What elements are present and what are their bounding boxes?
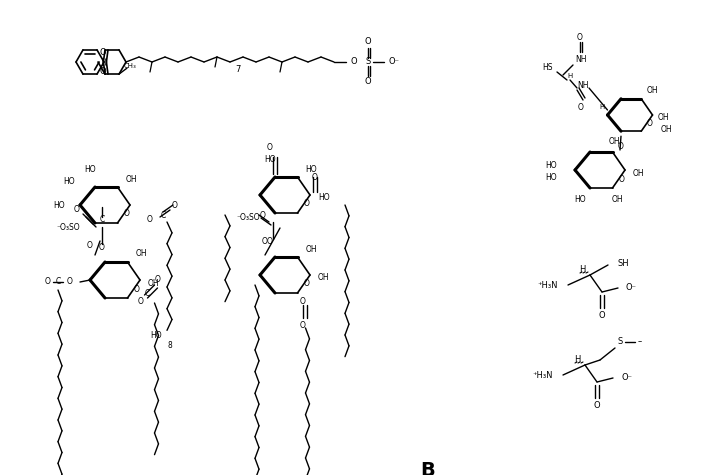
Text: OH: OH <box>136 249 147 258</box>
Text: O: O <box>577 34 583 42</box>
Text: –: – <box>638 338 642 346</box>
Text: OH: OH <box>609 137 620 146</box>
Text: O: O <box>87 240 93 249</box>
Text: O: O <box>578 104 584 113</box>
Text: ⁻O₃SO: ⁻O₃SO <box>57 224 80 232</box>
Text: OH: OH <box>305 245 317 254</box>
Text: NH: NH <box>575 56 587 65</box>
Text: HS: HS <box>543 64 553 73</box>
Text: O: O <box>74 206 80 215</box>
Text: O: O <box>647 119 653 128</box>
Text: O: O <box>134 285 140 294</box>
Text: H: H <box>567 73 573 79</box>
Text: HO: HO <box>574 196 586 205</box>
Text: O: O <box>299 321 305 330</box>
Text: O: O <box>172 200 178 209</box>
Text: O⁻: O⁻ <box>388 57 399 67</box>
Text: O: O <box>617 142 623 151</box>
Text: ⁻O₃SO: ⁻O₃SO <box>236 213 260 222</box>
Text: O: O <box>365 38 371 47</box>
Text: O: O <box>594 400 600 409</box>
Text: O: O <box>350 57 358 67</box>
Text: C: C <box>145 288 150 297</box>
Text: O: O <box>267 142 273 152</box>
Text: O: O <box>619 174 625 183</box>
Text: HO: HO <box>546 173 557 182</box>
Text: 8: 8 <box>167 341 172 350</box>
Text: O: O <box>154 276 160 285</box>
Text: OH: OH <box>633 169 645 178</box>
Text: O: O <box>267 238 273 247</box>
Text: HO: HO <box>264 154 276 163</box>
Text: H: H <box>600 104 605 110</box>
Text: O: O <box>67 277 73 286</box>
Text: O: O <box>299 296 305 305</box>
Text: OH: OH <box>148 278 159 287</box>
Text: C: C <box>55 277 60 286</box>
Text: O: O <box>100 48 106 57</box>
Text: NH: NH <box>577 80 589 89</box>
Text: C: C <box>99 216 105 225</box>
Text: OH: OH <box>646 86 658 95</box>
Text: O: O <box>123 209 130 218</box>
Text: O: O <box>304 200 309 209</box>
Text: HO: HO <box>318 193 330 202</box>
Text: OH: OH <box>318 274 330 283</box>
Text: HO: HO <box>63 178 75 187</box>
Text: ⁺H₃N: ⁺H₃N <box>533 370 553 380</box>
Text: O: O <box>100 67 106 76</box>
Text: CH₃: CH₃ <box>124 63 136 69</box>
Text: H: H <box>574 355 580 364</box>
Text: HO: HO <box>53 200 65 209</box>
Text: OH: OH <box>126 174 137 183</box>
Text: O: O <box>262 237 268 246</box>
Text: HO: HO <box>546 161 557 170</box>
Text: O: O <box>365 77 371 86</box>
Text: O: O <box>138 296 144 305</box>
Text: H: H <box>579 266 585 275</box>
Text: HO: HO <box>305 164 317 173</box>
Text: HO: HO <box>84 164 95 173</box>
Text: OH: OH <box>658 114 669 123</box>
Text: O: O <box>260 210 266 219</box>
Text: O: O <box>599 311 605 320</box>
Text: ⁺H₃N: ⁺H₃N <box>538 281 558 289</box>
Text: S: S <box>617 338 623 346</box>
Text: O: O <box>312 172 318 181</box>
Text: C: C <box>160 210 166 219</box>
Text: OH: OH <box>661 125 672 134</box>
Text: B: B <box>420 461 434 475</box>
Text: O: O <box>304 279 309 288</box>
Text: SH: SH <box>618 258 630 267</box>
Text: HO: HO <box>150 331 162 340</box>
Text: O: O <box>147 216 153 225</box>
Text: O⁻: O⁻ <box>626 283 637 292</box>
Text: OH: OH <box>612 196 623 205</box>
Text: O: O <box>99 243 105 251</box>
Text: S: S <box>365 57 370 67</box>
Text: O: O <box>45 277 51 286</box>
Text: O⁻: O⁻ <box>621 372 632 381</box>
Text: 7: 7 <box>236 65 241 74</box>
